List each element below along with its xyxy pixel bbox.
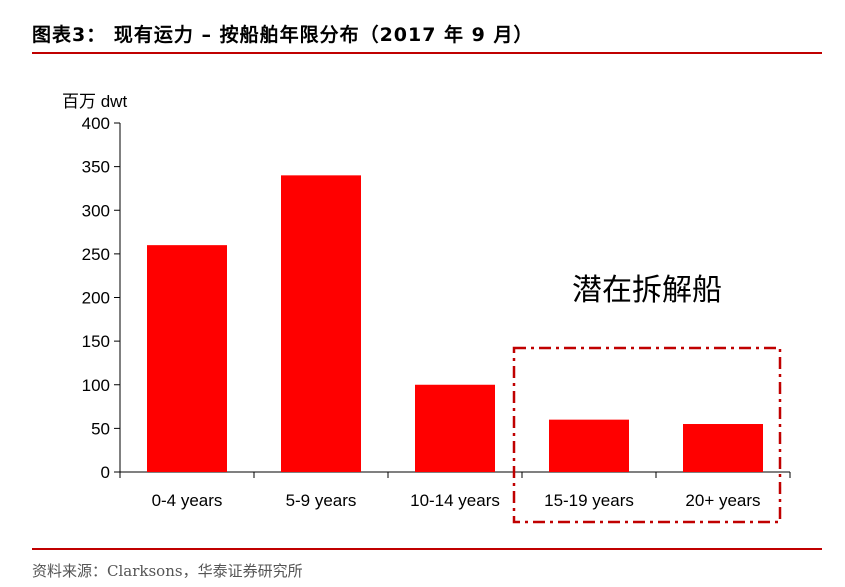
y-tick-label: 100 — [82, 376, 110, 395]
bar — [683, 424, 763, 472]
bars — [147, 175, 763, 472]
bar — [281, 175, 361, 472]
x-category-label: 15-19 years — [544, 491, 634, 510]
y-tick-label: 400 — [82, 114, 110, 133]
source-divider — [32, 548, 822, 550]
bar — [147, 245, 227, 472]
y-tick-label: 350 — [82, 158, 110, 177]
y-tick-label: 250 — [82, 245, 110, 264]
y-tick-label: 50 — [91, 419, 110, 438]
labels: 百万 dwt 0 50 100 150 200 250 300 350 400 0-4 years 5… — [62, 92, 761, 510]
y-axis-unit-label: 百万 dwt — [62, 92, 127, 111]
y-tick-label: 0 — [101, 463, 110, 482]
y-tick-label: 150 — [82, 332, 110, 351]
figure-title: 图表3： 现有运力 – 按船舶年限分布（2017 年 9 月） — [32, 24, 534, 46]
annotation-box — [512, 346, 782, 524]
bar — [549, 419, 629, 472]
y-tick-label: 300 — [82, 201, 110, 220]
bar — [415, 384, 495, 472]
annotation-label: 潜在拆解船 — [572, 273, 722, 308]
x-category-label: 10-14 years — [410, 491, 500, 510]
x-category-label: 5-9 years — [286, 491, 357, 510]
title-divider — [32, 52, 822, 54]
y-tick-label: 200 — [82, 289, 110, 308]
x-category-label: 0-4 years — [152, 491, 223, 510]
x-category-label: 20+ years — [685, 491, 760, 510]
source-note: 资料来源：Clarksons，华泰证券研究所 — [32, 562, 303, 580]
